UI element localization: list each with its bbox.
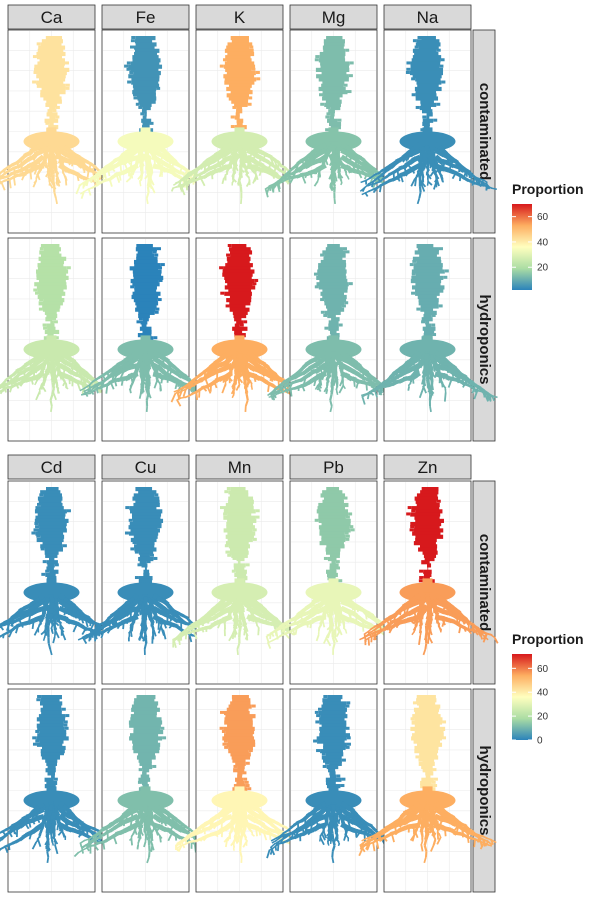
root-cell	[359, 578, 499, 656]
facet-column-label: Cu	[135, 458, 157, 477]
root-cell	[359, 131, 497, 205]
facet-column-label: Cd	[41, 458, 63, 477]
facet-row-label: hydroponics	[476, 745, 493, 835]
heatmap-panel-pb-hydroponics	[266, 688, 405, 893]
heatmap-panel-mn-hydroponics	[174, 688, 308, 893]
facet-column-strip: Cd	[7, 454, 96, 480]
facet-column-label: Mg	[322, 8, 346, 27]
legend-tick-label: 60	[537, 212, 549, 223]
shoot-cell	[31, 487, 71, 593]
facet-column-strip: Pb	[289, 454, 378, 480]
facet-row-label: contaminated	[476, 534, 493, 632]
heatmap-panel-zn-hydroponics	[358, 688, 497, 893]
heatmap-panel-fe-contaminated	[75, 29, 213, 234]
facet-column-label: Ca	[41, 8, 63, 27]
root-cell	[264, 127, 405, 205]
shoot-cell	[32, 36, 70, 133]
facet-column-label: Na	[417, 8, 439, 27]
facet-row-strip: contaminated	[472, 29, 496, 234]
colorbar-gradient	[512, 204, 532, 290]
root-cell	[172, 578, 306, 656]
shoot-cell	[129, 244, 165, 341]
shoot-cell	[314, 36, 354, 133]
shoot-cell	[314, 487, 355, 584]
colorbar-legend: Proportion 0 20 40 60	[512, 631, 584, 747]
colorbar-gradient	[512, 654, 532, 740]
shoot-cell	[128, 695, 167, 792]
shoot-cell	[219, 487, 260, 584]
facet-column-label: Mn	[228, 458, 252, 477]
facet-row-label: contaminated	[476, 83, 493, 181]
root-cell	[174, 786, 308, 863]
shoot-cell	[33, 244, 71, 341]
facet-column-strip: Na	[383, 4, 472, 30]
shoot-cell	[219, 244, 259, 341]
facet-block-1: Ca Fe K Mg Na contaminated hydroponics Proporti…	[0, 4, 584, 442]
heatmap-panel-zn-contaminated	[359, 480, 499, 685]
legend-tick-label: 0	[537, 736, 543, 747]
heatmap-panel-mn-contaminated	[172, 480, 306, 685]
facet-row-label: hydroponics	[476, 294, 493, 384]
heatmap-panel-cu-contaminated	[77, 480, 217, 685]
legend-tick-label: 60	[537, 664, 549, 675]
heatmap-panel-mg-contaminated	[264, 29, 405, 234]
facet-column-strip: Ca	[7, 4, 96, 30]
heatmap-panel-cd-hydroponics	[0, 688, 122, 893]
root-cell	[360, 335, 498, 413]
facet-column-label: Zn	[418, 458, 438, 477]
legend-tick-label: 20	[537, 712, 549, 723]
shoot-cell	[405, 36, 446, 142]
heatmap-panel-na-hydroponics	[360, 237, 498, 442]
root-cell	[73, 786, 214, 864]
root-cell	[358, 786, 497, 864]
shoot-cell	[313, 244, 353, 341]
heatmap-panel-k-hydroponics	[170, 237, 309, 442]
legend-title: Proportion	[512, 631, 584, 647]
facet-column-strip: Mg	[289, 4, 378, 30]
heatmap-panel-k-contaminated	[170, 29, 309, 234]
root-cell	[0, 127, 121, 205]
facet-column-label: Fe	[136, 8, 156, 27]
heatmap-panel-ca-hydroponics	[0, 237, 118, 442]
heatmap-panel-na-contaminated	[359, 29, 497, 234]
colorbar-legend: Proportion 20 40 60	[512, 181, 584, 290]
root-cell	[0, 790, 122, 864]
shoot-cell	[409, 244, 449, 341]
shoot-cell	[313, 695, 351, 801]
heatmap-panel-cu-hydroponics	[73, 688, 214, 893]
legend-tick-label: 40	[537, 237, 549, 248]
facet-row-strip: hydroponics	[472, 237, 496, 442]
shoot-cell	[410, 695, 447, 792]
facet-column-strip: Fe	[101, 4, 190, 30]
legend-tick-label: 20	[537, 263, 549, 274]
facet-row-strip: contaminated	[472, 480, 496, 685]
legend-tick-label: 40	[537, 688, 549, 699]
root-cell	[265, 578, 401, 655]
shoot-cell	[124, 487, 164, 593]
heatmap-panel-mg-hydroponics	[267, 237, 401, 442]
facet-block-2: Cd Cu Mn Pb Zn contaminated hydroponics Proport…	[0, 454, 584, 893]
shoot-cell	[219, 695, 256, 792]
facet-row-strip: hydroponics	[472, 688, 496, 893]
shoot-cell	[32, 695, 70, 801]
facet-column-label: K	[234, 8, 246, 27]
root-cell	[267, 335, 401, 413]
facet-column-label: Pb	[323, 458, 344, 477]
heatmap-panel-ca-contaminated	[0, 29, 121, 234]
facet-column-strip: Cu	[101, 454, 190, 480]
facet-column-strip: K	[195, 4, 284, 30]
facet-column-strip: Mn	[195, 454, 284, 480]
heatmap-panel-fe-hydroponics	[79, 237, 212, 442]
legend-title: Proportion	[512, 181, 584, 197]
facet-column-strip: Zn	[383, 454, 472, 480]
root-cell	[75, 127, 213, 205]
heatmap-panel-pb-contaminated	[265, 480, 401, 685]
root-cell	[266, 790, 405, 864]
root-cell	[79, 335, 212, 412]
